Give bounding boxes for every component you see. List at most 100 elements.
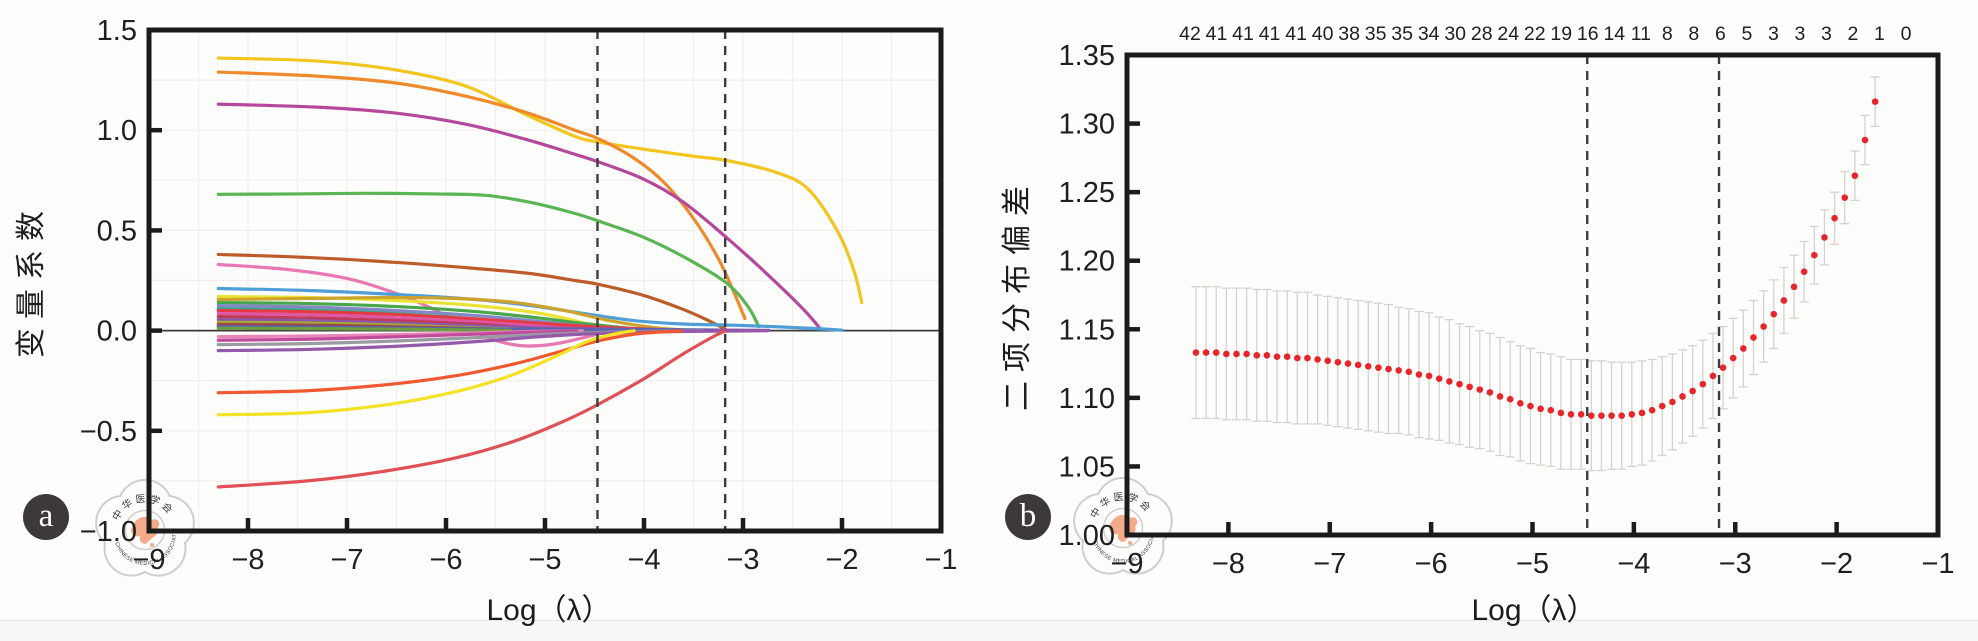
- cv-point: [1587, 412, 1595, 419]
- axis-frame: [1124, 52, 1941, 538]
- nvars-axis-label: 19: [1550, 23, 1572, 45]
- cv-point: [1669, 398, 1676, 406]
- y-tick-label: 1.25: [1059, 177, 1115, 209]
- x-tick-label: −6: [429, 544, 462, 576]
- cv-point: [1729, 354, 1737, 362]
- cv-point: [1527, 402, 1534, 410]
- nvars-axis-label: 41: [1232, 23, 1254, 45]
- y-tick-label: 1.15: [1059, 314, 1115, 346]
- nvars-axis-label: 40: [1312, 23, 1334, 45]
- coef-blue: [216, 286, 844, 332]
- cv-point: [1456, 380, 1463, 388]
- panel-b-x-axis-title: Log（λ）: [1471, 594, 1597, 627]
- nvars-axis-label: 3: [1794, 23, 1805, 45]
- page-margin-strip: [0, 621, 1978, 641]
- cv-point: [1192, 349, 1200, 356]
- nvars-axis-label: 42: [1179, 23, 1201, 45]
- y-tick-label: 1.30: [1059, 109, 1115, 141]
- nvars-axis-label: 34: [1418, 23, 1440, 45]
- cv-point: [1618, 412, 1626, 419]
- cv-point: [1648, 406, 1656, 414]
- cv-point: [1253, 352, 1261, 359]
- cv-point: [1446, 378, 1453, 385]
- coef-sienna: [216, 252, 727, 331]
- nvars-axis-label: 35: [1365, 23, 1387, 45]
- x-tick-label: −5: [1516, 548, 1549, 580]
- y-tick-label: 1.20: [1059, 246, 1115, 278]
- cv-point: [1750, 334, 1757, 341]
- cv-point: [1273, 353, 1281, 361]
- y-tick-label: 1.5: [97, 15, 137, 47]
- y-tick-label: −1.0: [80, 516, 137, 548]
- x-tick-label: −8: [231, 544, 264, 576]
- cv-point: [1517, 400, 1524, 407]
- cv-point: [1679, 393, 1686, 400]
- coefficient-paths: [216, 56, 864, 489]
- nvars-axis-label: 30: [1444, 23, 1466, 45]
- panel-a-lambda-reference-lines: [596, 30, 727, 531]
- cv-point: [1740, 345, 1747, 352]
- y-tick-label: 1.35: [1059, 40, 1115, 72]
- cv-point: [1202, 349, 1210, 356]
- nvars-axis-label: 3: [1821, 23, 1832, 45]
- cv-point: [1861, 136, 1869, 144]
- nvars-axis-label: 0: [1901, 23, 1912, 45]
- cv-point: [1283, 353, 1291, 361]
- cv-point: [1577, 411, 1585, 418]
- cv-point: [1811, 251, 1818, 259]
- nvars-axis-label: 2: [1848, 23, 1859, 45]
- nvars-axis-label: 5: [1741, 23, 1752, 45]
- x-tick-label: −1: [924, 544, 957, 576]
- nvars-axis-label: 35: [1391, 23, 1413, 45]
- panel-b-lambda-reference-lines: [1586, 55, 1721, 535]
- page-divider: [0, 620, 1978, 621]
- x-tick-label: −3: [1719, 548, 1752, 580]
- cv-point: [1405, 368, 1413, 376]
- cv-point: [1395, 367, 1402, 374]
- x-tick-label: −8: [1212, 548, 1245, 580]
- coef-red-neg: [216, 329, 727, 489]
- y-tick-label: 1.10: [1059, 383, 1115, 415]
- cv-point: [1851, 172, 1859, 179]
- panel-a-badge: a: [23, 494, 69, 540]
- y-tick-label: 1.0: [97, 115, 137, 147]
- coef-yellow-neg: [216, 329, 636, 417]
- x-tick-label: −7: [1313, 548, 1346, 580]
- cv-point: [1334, 358, 1342, 366]
- y-tick-label: 0.5: [97, 215, 137, 247]
- panel-a-y-axis-title: 变量系数: [15, 202, 48, 358]
- nvars-axis-label: 11: [1631, 23, 1651, 45]
- x-tick-label: −3: [726, 544, 759, 576]
- nvars-axis-label: 41: [1206, 23, 1228, 45]
- cv-point: [1689, 387, 1696, 395]
- coef-magenta-neg: [216, 329, 579, 342]
- cv-point: [1324, 357, 1332, 365]
- coef-gold: [216, 56, 864, 305]
- cv-point: [1344, 360, 1352, 367]
- cv-point: [1628, 411, 1636, 418]
- watermark-inner-ring: [1102, 507, 1144, 549]
- x-tick-label: −9: [132, 544, 165, 576]
- nvars-axis-label: 3: [1768, 23, 1779, 45]
- coef-purple-neg: [216, 329, 769, 353]
- error-bars: [1191, 76, 1880, 472]
- nvars-top-axis: 42 41 41 41 41 40 38 35 35 34 30 28 24 22 19 16 14 11 8 8 6 5…: [1179, 23, 1911, 45]
- cv-point: [1496, 393, 1504, 400]
- cv-point: [1821, 234, 1828, 241]
- x-tick-label: −5: [528, 544, 561, 576]
- watermark-flower-outline: [95, 478, 195, 577]
- coef-mustard: [216, 295, 689, 332]
- x-tick-label: −4: [1617, 548, 1650, 580]
- nvars-axis-label: 6: [1715, 23, 1726, 45]
- nvars-axis-label: 14: [1603, 23, 1625, 45]
- cv-point: [1425, 372, 1433, 380]
- x-tick-label: −1: [1921, 548, 1954, 580]
- watermark-island-dot: [150, 543, 154, 547]
- x-tick-label: −6: [1415, 548, 1448, 580]
- panel-a-x-axis-title: Log（λ）: [486, 594, 612, 627]
- cv-point: [1598, 412, 1605, 419]
- cv-point: [1699, 380, 1707, 388]
- cv-point: [1212, 349, 1220, 356]
